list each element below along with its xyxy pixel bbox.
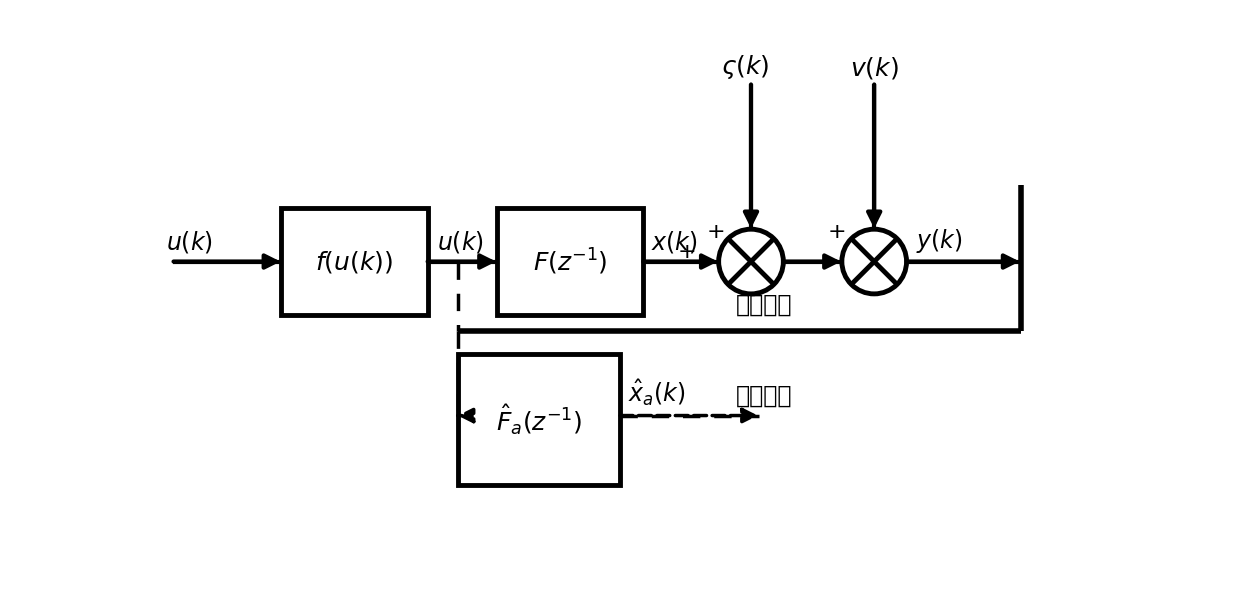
Bar: [281, 207, 428, 316]
Circle shape: [842, 229, 906, 294]
Text: $\hat{x}_a(k)$: $\hat{x}_a(k)$: [627, 377, 686, 408]
Text: $\varsigma(k)$: $\varsigma(k)$: [720, 53, 769, 81]
Text: 真实模型: 真实模型: [735, 293, 792, 317]
Text: $u(k)$: $u(k)$: [436, 230, 484, 255]
Text: $+$: $+$: [827, 222, 844, 242]
Text: $f(u(k))$: $f(u(k))$: [315, 249, 393, 275]
Text: $v(k)$: $v(k)$: [849, 55, 899, 81]
Text: 辅助模型: 辅助模型: [735, 384, 792, 408]
Text: $u(k)$: $u(k)$: [166, 230, 213, 255]
Bar: [497, 207, 644, 316]
Circle shape: [719, 229, 784, 294]
Text: $\hat{F}_a(z^{-1})$: $\hat{F}_a(z^{-1})$: [496, 402, 583, 437]
Text: $+$: $+$: [677, 242, 696, 262]
Text: $F(z^{-1})$: $F(z^{-1})$: [533, 246, 608, 276]
Bar: [459, 354, 620, 485]
Text: $x(k)$: $x(k)$: [651, 230, 697, 255]
Text: $y(k)$: $y(k)$: [916, 227, 962, 255]
Text: $+$: $+$: [706, 222, 724, 242]
